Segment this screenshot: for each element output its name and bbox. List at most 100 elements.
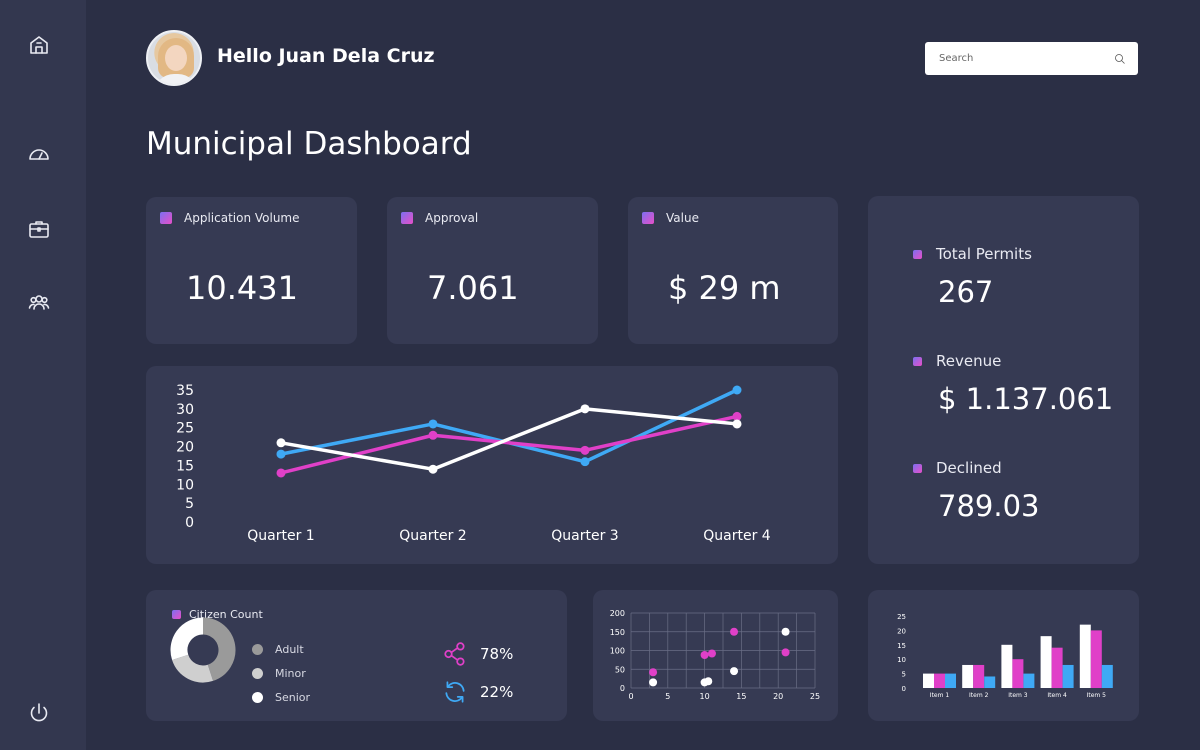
bar bbox=[1079, 624, 1091, 688]
search-icon[interactable] bbox=[1114, 53, 1126, 65]
x-tick-label: Quarter 4 bbox=[703, 528, 771, 544]
scatter-point bbox=[649, 668, 658, 677]
summary-declined: Declined 789.03 bbox=[913, 459, 1039, 523]
data-point bbox=[580, 457, 590, 467]
y-tick-label: 15 bbox=[897, 642, 906, 650]
bullet-icon bbox=[172, 610, 181, 619]
stat-value: 10.431 bbox=[186, 269, 298, 307]
legend-senior: Senior bbox=[252, 691, 310, 704]
summary-label: Total Permits bbox=[936, 245, 1032, 263]
share-percent: 78% bbox=[480, 645, 514, 663]
x-tick-label: 5 bbox=[665, 692, 670, 701]
y-tick-label: 35 bbox=[176, 383, 194, 399]
scatter-point bbox=[707, 649, 716, 658]
donut-slice-senior bbox=[170, 617, 204, 661]
bullet-icon bbox=[913, 249, 922, 259]
bar bbox=[934, 673, 945, 688]
bar-chart-card: 0 5 10 15 20 25 Item 1 Item 2 Item 3 Item 4 Item 5 bbox=[868, 590, 1139, 721]
x-tick-label: Quarter 2 bbox=[399, 528, 466, 544]
stat-card-value[interactable]: Value $ 29 m bbox=[628, 197, 838, 344]
scatter-point bbox=[730, 667, 739, 676]
stat-card-application-volume[interactable]: Application Volume 10.431 bbox=[146, 197, 357, 344]
x-tick-label: Item 3 bbox=[1008, 692, 1028, 699]
y-tick-label: 25 bbox=[176, 421, 194, 437]
legend-label: Minor bbox=[275, 667, 306, 680]
y-tick-label: 50 bbox=[615, 665, 625, 674]
home-icon[interactable] bbox=[23, 29, 55, 61]
sidebar bbox=[0, 0, 86, 750]
scatter-point bbox=[649, 678, 658, 687]
summary-label: Revenue bbox=[936, 352, 1002, 370]
bar bbox=[973, 664, 985, 688]
citizen-count-card: Citizen Count Adult Minor Senior 78% 22% bbox=[146, 590, 567, 721]
bullet-icon bbox=[913, 463, 922, 473]
x-tick-label: 0 bbox=[628, 692, 633, 701]
data-point bbox=[428, 419, 438, 429]
donut-chart bbox=[170, 617, 236, 683]
search-input[interactable] bbox=[937, 52, 1101, 65]
search-box bbox=[925, 42, 1138, 75]
line-chart: 0 5 10 15 20 25 30 35 Quarter 1 Quarter 2 Quarter … bbox=[176, 383, 771, 544]
share-icon[interactable] bbox=[442, 641, 468, 667]
series-line-3 bbox=[280, 407, 738, 471]
bullet-icon bbox=[401, 212, 413, 224]
refresh-percent: 22% bbox=[480, 683, 514, 701]
y-tick-label: 0 bbox=[620, 684, 625, 693]
y-tick-label: 30 bbox=[176, 402, 194, 418]
stat-label: Application Volume bbox=[184, 211, 300, 225]
x-tick-label: Quarter 3 bbox=[551, 528, 618, 544]
data-point bbox=[580, 404, 590, 414]
stat-label: Value bbox=[666, 211, 699, 225]
refresh-icon[interactable] bbox=[442, 679, 468, 705]
bar bbox=[962, 664, 974, 688]
data-point bbox=[732, 419, 742, 429]
data-point bbox=[428, 464, 438, 474]
bar bbox=[1051, 647, 1063, 688]
y-tick-label: 20 bbox=[176, 440, 194, 456]
scatter-chart: 0 50 100 150 200 0 5 10 15 20 25 bbox=[610, 609, 820, 701]
x-tick-label: Item 2 bbox=[969, 692, 989, 699]
stat-value: $ 29 m bbox=[668, 269, 781, 307]
briefcase-icon[interactable] bbox=[23, 213, 55, 245]
x-tick-label: Item 5 bbox=[1087, 692, 1107, 699]
y-tick-label: 0 bbox=[902, 685, 906, 693]
y-tick-label: 25 bbox=[897, 613, 906, 621]
bar bbox=[945, 673, 956, 688]
y-tick-label: 10 bbox=[897, 656, 906, 664]
speedometer-icon[interactable] bbox=[23, 138, 55, 170]
x-tick-label: Quarter 1 bbox=[247, 528, 314, 544]
bar bbox=[1101, 664, 1113, 688]
series-line-2 bbox=[280, 414, 738, 475]
bar bbox=[1001, 644, 1013, 688]
bar bbox=[1040, 636, 1052, 688]
bar bbox=[1062, 664, 1074, 688]
power-icon[interactable] bbox=[23, 697, 55, 729]
y-tick-label: 5 bbox=[185, 496, 194, 512]
bar bbox=[984, 676, 996, 688]
bullet-icon bbox=[160, 212, 172, 224]
share-stat: 78% bbox=[442, 641, 513, 667]
scatter-point bbox=[781, 627, 790, 636]
x-tick-label: 15 bbox=[736, 692, 746, 701]
summary-label: Declined bbox=[936, 459, 1002, 477]
data-point bbox=[276, 468, 286, 478]
scatter-chart-card: 0 50 100 150 200 0 5 10 15 20 25 bbox=[593, 590, 838, 721]
y-tick-label: 150 bbox=[610, 628, 625, 637]
bullet-icon bbox=[913, 356, 922, 366]
line-chart-card: 0 5 10 15 20 25 30 35 Quarter 1 Quarter 2 Quarter … bbox=[146, 366, 838, 564]
avatar[interactable] bbox=[146, 30, 202, 86]
summary-value: $ 1.137.061 bbox=[938, 382, 1114, 416]
summary-value: 789.03 bbox=[938, 489, 1040, 523]
refresh-stat: 22% bbox=[442, 679, 513, 705]
y-tick-label: 200 bbox=[610, 609, 625, 618]
donut-slice-minor bbox=[172, 654, 214, 683]
legend-adult: Adult bbox=[252, 643, 304, 656]
y-tick-label: 10 bbox=[176, 477, 194, 493]
x-tick-label: 20 bbox=[773, 692, 783, 701]
scatter-point bbox=[704, 677, 713, 686]
summary-value: 267 bbox=[938, 275, 994, 309]
stat-card-approval[interactable]: Approval 7.061 bbox=[387, 197, 598, 344]
users-icon[interactable] bbox=[23, 286, 55, 318]
greeting: Hello Juan Dela Cruz bbox=[217, 45, 435, 67]
y-tick-label: 100 bbox=[610, 647, 625, 656]
